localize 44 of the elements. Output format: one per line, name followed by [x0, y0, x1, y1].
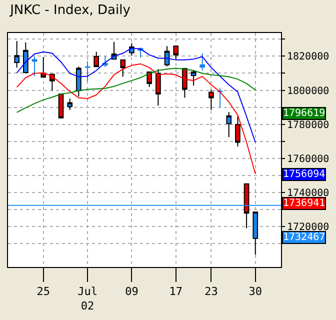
candlestick [252, 211, 258, 256]
line-series [16, 63, 256, 174]
candlestick [190, 69, 196, 86]
candlestick [14, 40, 20, 68]
line-series [16, 68, 256, 113]
x-tick-label: 23 [204, 285, 218, 298]
candlestick [40, 56, 46, 78]
x-tick-label: 09 [125, 285, 138, 298]
text: 1796619 [283, 108, 326, 119]
candlestick [235, 116, 240, 148]
y-tick-label: 1780000 [287, 120, 330, 131]
candlestick [164, 46, 170, 67]
x-tick-label: Jul 02 [78, 285, 98, 312]
y-tick-label: 1820000 [287, 52, 330, 63]
candlestick [32, 56, 38, 77]
candlestick [120, 59, 126, 78]
candlestick [182, 68, 188, 98]
candlestick [173, 46, 179, 60]
candlestick [244, 183, 250, 229]
candlestick [67, 98, 73, 111]
x-tick-label: 17 [169, 285, 182, 298]
line-series [16, 48, 256, 143]
candlestick [200, 52, 206, 71]
x-tick-label: 30 [248, 285, 262, 298]
y-tick-label: 1800000 [287, 86, 330, 97]
candlestick [146, 72, 152, 88]
candlestick [58, 94, 64, 119]
candlestick [94, 51, 100, 68]
candlestick [76, 66, 82, 97]
y-tick-label: 1740000 [287, 188, 330, 200]
candlestick [102, 56, 108, 68]
y-tick-label: 1760000 [287, 154, 330, 165]
candlestick [23, 42, 28, 74]
text: 1732467 [283, 232, 326, 243]
candlestick [84, 60, 90, 82]
y-tick-label: 1720000 [287, 222, 330, 234]
text: 1756094 [283, 169, 326, 180]
chart-title: JNKC - Index, Daily [9, 2, 131, 18]
candlestick [208, 89, 214, 111]
candlestick [156, 68, 161, 106]
candlestick [217, 88, 223, 108]
text: 1736941 [283, 198, 326, 209]
candlestick [226, 112, 232, 138]
x-tick-label: 25 [36, 285, 50, 298]
